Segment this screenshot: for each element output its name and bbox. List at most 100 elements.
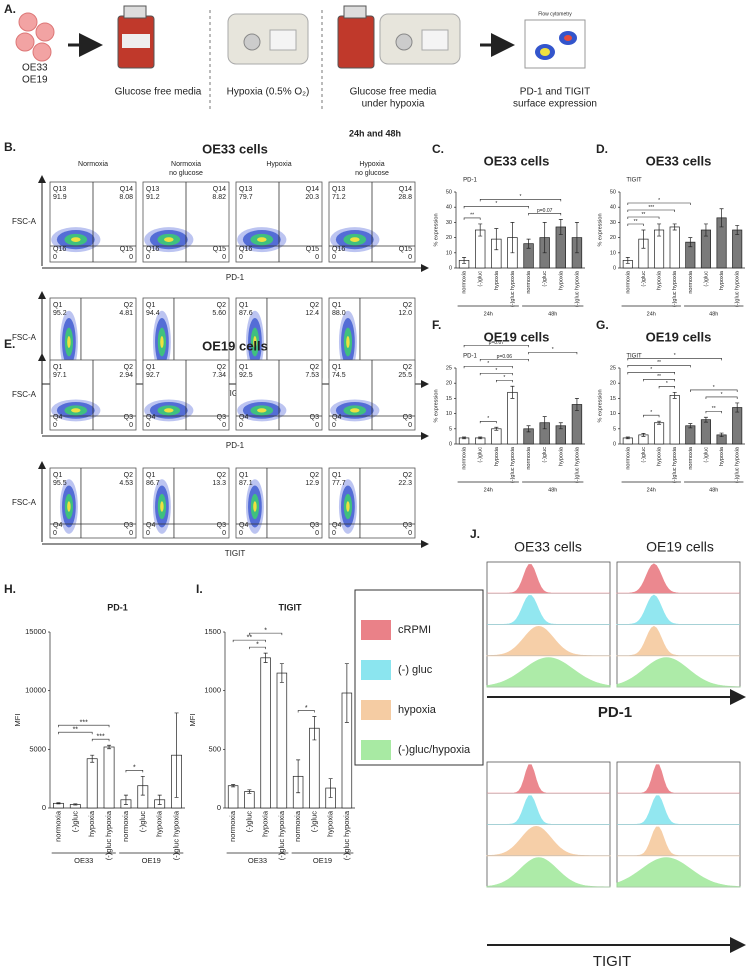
quadrant-value: 4.81 <box>119 310 133 317</box>
quadrant-name: Q2 <box>403 472 412 479</box>
panel-label: A. <box>4 2 16 16</box>
group-label: 24h <box>647 487 656 493</box>
significance-bracket <box>627 202 691 205</box>
quadrant-name: Q15 <box>213 246 226 253</box>
legend-label: (-) gluc <box>398 664 433 676</box>
group-label: OE19 <box>142 856 161 865</box>
significance-label: * <box>495 368 497 374</box>
legend-label: (-)gluc/hypoxia <box>398 744 471 756</box>
quadrant-value: 0 <box>129 422 133 429</box>
error-bar <box>526 425 531 433</box>
group-label: 48h <box>709 487 718 493</box>
group-label: 24h <box>647 311 656 317</box>
quadrant-value: 74.5 <box>332 372 346 379</box>
x-tick-label: (-)gluc hypoxia <box>510 270 516 307</box>
column-title: OE33 cells <box>514 539 582 555</box>
quadrant-value: 0 <box>146 530 150 537</box>
quadrant-name: Q16 <box>239 246 252 253</box>
quadrant-value: 0 <box>222 422 226 429</box>
quadrant-name: Q4 <box>332 414 341 421</box>
error-bar <box>719 432 724 438</box>
quadrant-name: Q1 <box>332 364 341 371</box>
error-bar <box>494 228 499 251</box>
x-tick-label: hypoxia <box>558 446 564 466</box>
bar <box>507 391 518 445</box>
significance-bracket <box>58 724 110 728</box>
error-bar <box>574 398 579 411</box>
x-axis-label: PD-1 <box>226 273 245 282</box>
schematic-text: A. OE33 OE19 Glucose free media Hypoxia … <box>4 2 597 138</box>
chart-title: OE19 cells <box>646 329 712 344</box>
quadrant-value: 97.1 <box>53 372 67 379</box>
quadrant-value: 12.9 <box>305 480 319 487</box>
x-tick-label: (-)gluc hypoxia <box>672 270 678 307</box>
error-bar <box>296 759 301 794</box>
quadrant-value: 0 <box>222 254 226 261</box>
significance-label: ** <box>634 219 638 225</box>
y-tick-label: 0 <box>449 441 452 447</box>
y-tick-label: 15 <box>446 396 452 402</box>
error-bar <box>542 416 547 430</box>
x-tick-label: (-)gluc <box>244 811 253 833</box>
error-bar <box>123 794 128 805</box>
quadrant-value: 86.7 <box>146 480 160 487</box>
significance-bracket <box>627 372 675 375</box>
significance-bracket <box>58 731 93 735</box>
quadrant-name: Q3 <box>217 414 226 421</box>
quadrant-name: Q15 <box>120 246 133 253</box>
bar <box>654 422 665 445</box>
step-label: Hypoxia (0.5% O₂) <box>227 87 310 98</box>
marker-label: TIGIT <box>593 953 631 970</box>
x-tick-label: (-)gluc <box>703 271 709 287</box>
error-bar <box>231 784 236 788</box>
quadrant-value: 20.3 <box>305 194 319 201</box>
quadrant-name: Q3 <box>403 414 412 421</box>
condition-label: no glucose <box>169 170 203 177</box>
condition-label: Normoxia <box>171 161 201 168</box>
y-tick-label: 30 <box>446 220 452 226</box>
significance-bracket <box>690 389 738 392</box>
significance-bracket <box>463 365 513 369</box>
group-label: OE33 <box>74 856 93 865</box>
bar <box>732 407 743 445</box>
significance-label: ** <box>247 634 253 641</box>
significance-bracket <box>297 710 315 713</box>
significance-bracket <box>463 217 481 220</box>
error-bar <box>688 237 693 248</box>
significance-label: *** <box>97 734 105 741</box>
quadrant-value: 0 <box>222 530 226 537</box>
error-bar <box>56 802 61 805</box>
x-tick-label: normoxia <box>121 810 130 842</box>
y-axis-label: FSC-A <box>12 498 37 507</box>
quadrant-value: 95.2 <box>53 310 67 317</box>
x-axis-label: PD-1 <box>226 441 245 450</box>
y-tick-label: 5 <box>613 426 616 432</box>
significance-label: * <box>650 410 652 416</box>
y-axis-label: % expression <box>597 213 603 246</box>
error-bar <box>735 402 740 413</box>
error-bar <box>462 436 467 440</box>
cell-cloud <box>160 501 164 512</box>
chart-subtitle: PD-1 <box>463 178 477 184</box>
cell-line: OE33 <box>22 63 48 74</box>
x-tick-label: hypoxia <box>494 270 500 290</box>
quadrant-name: Q1 <box>146 472 155 479</box>
error-bar <box>328 778 333 798</box>
significance-bracket <box>479 372 513 376</box>
step-label: Glucose free media <box>115 87 202 98</box>
error-bar <box>574 222 579 254</box>
error-bar <box>542 222 547 254</box>
x-tick-label: (-)gluc hypoxia <box>104 810 113 860</box>
group-label: 24h <box>484 311 493 317</box>
error-bar <box>558 422 563 430</box>
error-bar <box>90 754 95 763</box>
quadrant-name: Q3 <box>403 522 412 529</box>
x-tick-label: normoxia <box>293 810 302 842</box>
quadrant-name: Q4 <box>53 414 62 421</box>
y-axis-label: FSC-A <box>12 217 37 226</box>
cell-cloud <box>257 237 267 243</box>
y-tick-label: 25 <box>610 365 616 371</box>
error-bar <box>526 238 531 249</box>
cell-cloud <box>350 408 360 413</box>
